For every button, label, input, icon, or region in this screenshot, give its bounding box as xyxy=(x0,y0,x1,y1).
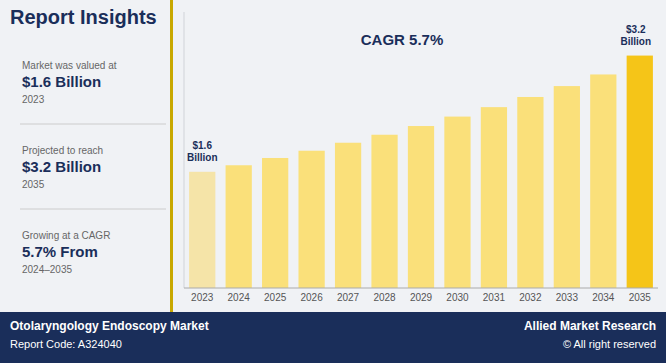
chart: Report Insights Market was valued at $1.6 … xyxy=(0,0,666,363)
x-tick-label: 2029 xyxy=(410,292,433,303)
x-tick-label: 2030 xyxy=(446,292,469,303)
info-value: $1.6 Billion xyxy=(22,73,101,90)
footer-title: Allied Market Research xyxy=(524,319,656,333)
x-tick-label: 2033 xyxy=(556,292,579,303)
divider xyxy=(20,209,166,210)
bar xyxy=(444,117,470,288)
x-tick-label: 2026 xyxy=(300,292,323,303)
x-tick-label: 2034 xyxy=(592,292,615,303)
info-label: Projected to reach xyxy=(22,145,103,156)
x-tick-label: 2035 xyxy=(629,292,652,303)
x-tick-label: 2032 xyxy=(519,292,542,303)
bar-label: $3.2Billion xyxy=(620,24,651,47)
title: Report Insights xyxy=(10,6,157,28)
footer xyxy=(0,312,666,363)
panel-divider xyxy=(170,0,173,312)
info-sub: 2023 xyxy=(22,94,45,105)
bar xyxy=(517,97,543,288)
x-tick-label: 2023 xyxy=(191,292,214,303)
y-axis xyxy=(184,12,185,288)
bar-label: $1.6Billion xyxy=(187,140,218,163)
footer-title: Otolaryngology Endoscopy Market xyxy=(10,319,209,333)
x-tick-label: 2028 xyxy=(373,292,396,303)
cagr-annotation: CAGR 5.7% xyxy=(361,31,444,48)
info-value: $3.2 Billion xyxy=(22,158,101,175)
bar xyxy=(371,135,397,288)
x-tick-label: 2027 xyxy=(337,292,360,303)
info-label: Growing at a CAGR xyxy=(22,230,110,241)
background xyxy=(0,0,666,363)
bar xyxy=(335,143,361,288)
x-tick-label: 2024 xyxy=(228,292,251,303)
info-sub: 2024–2035 xyxy=(22,264,72,275)
info-label: Market was valued at xyxy=(22,60,117,71)
bar xyxy=(627,56,653,288)
bars xyxy=(189,56,653,288)
bar xyxy=(262,158,288,288)
footer-text: Report Code: A324040 xyxy=(10,338,122,350)
divider xyxy=(20,124,166,125)
info-sub: 2035 xyxy=(22,179,45,190)
x-axis xyxy=(184,288,658,289)
bar xyxy=(590,74,616,288)
bar xyxy=(298,151,324,288)
x-tick-label: 2031 xyxy=(483,292,506,303)
footer-text: © All right reserved xyxy=(563,338,656,350)
info-value: 5.7% From xyxy=(22,243,98,260)
x-tick-label: 2025 xyxy=(264,292,287,303)
bar xyxy=(554,86,580,288)
bar xyxy=(226,165,252,288)
bar xyxy=(408,126,434,288)
bar xyxy=(189,172,215,288)
bar xyxy=(481,107,507,288)
